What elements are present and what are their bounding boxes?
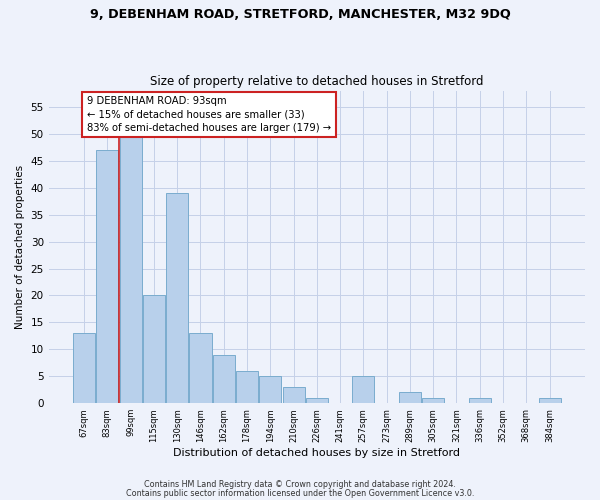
Bar bbox=[422, 398, 444, 403]
Y-axis label: Number of detached properties: Number of detached properties bbox=[15, 165, 25, 329]
Bar bbox=[97, 150, 118, 403]
Bar bbox=[190, 333, 212, 403]
Text: 9, DEBENHAM ROAD, STRETFORD, MANCHESTER, M32 9DQ: 9, DEBENHAM ROAD, STRETFORD, MANCHESTER,… bbox=[89, 8, 511, 20]
Text: 9 DEBENHAM ROAD: 93sqm
← 15% of detached houses are smaller (33)
83% of semi-det: 9 DEBENHAM ROAD: 93sqm ← 15% of detached… bbox=[87, 96, 331, 133]
Bar bbox=[352, 376, 374, 403]
Bar bbox=[73, 333, 95, 403]
Bar bbox=[143, 296, 165, 403]
Bar bbox=[166, 194, 188, 403]
Text: Contains HM Land Registry data © Crown copyright and database right 2024.: Contains HM Land Registry data © Crown c… bbox=[144, 480, 456, 489]
Bar bbox=[283, 387, 305, 403]
X-axis label: Distribution of detached houses by size in Stretford: Distribution of detached houses by size … bbox=[173, 448, 460, 458]
Title: Size of property relative to detached houses in Stretford: Size of property relative to detached ho… bbox=[150, 76, 484, 88]
Bar bbox=[212, 354, 235, 403]
Bar bbox=[119, 128, 142, 403]
Text: Contains public sector information licensed under the Open Government Licence v3: Contains public sector information licen… bbox=[126, 489, 474, 498]
Bar bbox=[539, 398, 560, 403]
Bar bbox=[399, 392, 421, 403]
Bar bbox=[259, 376, 281, 403]
Bar bbox=[306, 398, 328, 403]
Bar bbox=[236, 371, 258, 403]
Bar bbox=[469, 398, 491, 403]
